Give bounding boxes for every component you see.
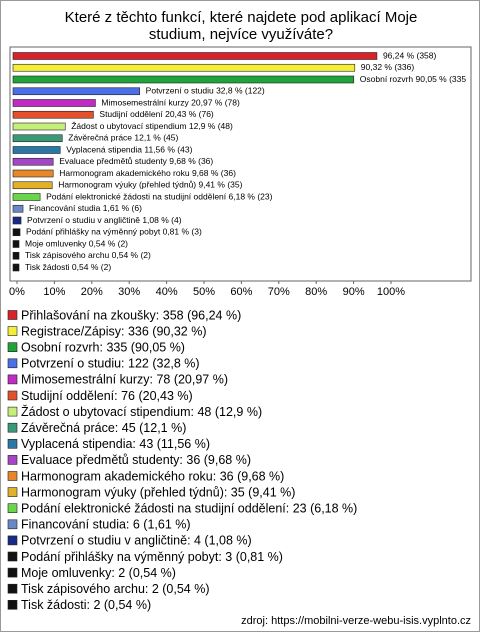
bar bbox=[12, 99, 96, 107]
bar bbox=[12, 181, 53, 190]
legend-label: Tisk zápisového archu: 2 (0,54 %) bbox=[21, 582, 210, 596]
chart-title: Které z těchto funkcí, které najdete pod… bbox=[64, 9, 418, 43]
value-label: Žádost o ubytovací stipendium 12,9 % (48… bbox=[71, 121, 233, 131]
value-label: Evaluace předmětů studenty 9,68 % (36) bbox=[59, 156, 213, 166]
x-tick-label: 20% bbox=[81, 286, 103, 298]
legend-swatch bbox=[7, 551, 18, 562]
value-label: Harmonogram akademického roku 9,68 % (36… bbox=[59, 168, 236, 178]
legend-label: Podání přihlášky na výměnný pobyt: 3 (0,… bbox=[21, 550, 283, 564]
bar bbox=[12, 146, 61, 154]
value-label: Tisk zápisového archu 0,54 % (2) bbox=[25, 250, 151, 260]
legend-swatch bbox=[7, 535, 18, 546]
bar bbox=[12, 263, 20, 272]
value-label: Harmonogram výuky (přehled týdnů) 9,41 %… bbox=[58, 180, 242, 190]
legend-label: Tisk žádosti: 2 (0,54 %) bbox=[21, 598, 151, 612]
value-label: Moje omluvenky 0,54 % (2) bbox=[25, 238, 128, 248]
x-tick-label: 10% bbox=[43, 286, 65, 298]
bar bbox=[12, 240, 20, 248]
legend-label: Žádost o ubytovací stipendium: 48 (12,9 … bbox=[21, 404, 262, 419]
bar bbox=[12, 87, 140, 96]
value-label: Potvrzení o studiu v angličtině 1,08 % (… bbox=[27, 215, 182, 225]
legend-label: Financování studia: 6 (1,61 %) bbox=[21, 518, 191, 532]
x-tick-label: 100% bbox=[377, 286, 405, 298]
bar bbox=[12, 204, 24, 213]
value-label: Financování studia 1,61 % (6) bbox=[29, 203, 142, 213]
legend-swatch bbox=[7, 599, 18, 610]
legend-swatch bbox=[7, 358, 18, 369]
value-label: 90,32 % (336) bbox=[361, 62, 415, 72]
legend-label: Vyplacená stipendia: 43 (11,56 %) bbox=[21, 437, 210, 451]
x-tick-label: 50% bbox=[193, 286, 215, 298]
legend-label: Přihlašování na zkoušky: 358 (96,24 %) bbox=[21, 308, 241, 322]
legend-swatch bbox=[7, 519, 18, 530]
legend-label: Osobní rozvrh: 335 (90,05 %) bbox=[21, 340, 185, 354]
x-tick-label: 70% bbox=[268, 286, 290, 298]
legend-label: Studijní oddělení: 76 (20,43 %) bbox=[21, 389, 193, 403]
plot: 96,24 % (358) 90,32 % (336) Osobní rozvrh … bbox=[12, 50, 467, 272]
bar bbox=[12, 63, 356, 72]
legend-label: Potvrzení o studiu v angličtině: 4 (1,08… bbox=[21, 534, 252, 548]
legend-label: Evaluace předmětů studenty: 36 (9,68 %) bbox=[21, 453, 251, 467]
legend-swatch bbox=[7, 487, 18, 497]
bar bbox=[12, 251, 20, 260]
legend-swatch bbox=[7, 326, 18, 336]
bar bbox=[12, 157, 54, 166]
legend-swatch bbox=[7, 310, 18, 320]
legend-swatch bbox=[7, 471, 18, 481]
legend-swatch bbox=[7, 374, 18, 385]
legend-label: Mimosemestrální kurzy: 78 (20,97 %) bbox=[21, 373, 228, 387]
bar bbox=[12, 193, 41, 201]
legend-swatch bbox=[7, 342, 18, 353]
source: zdroj: https://mobilni-verze-webu-isis.v… bbox=[241, 615, 471, 627]
x-tick-label: 90% bbox=[343, 286, 365, 298]
plot-area bbox=[9, 46, 472, 282]
legend-swatch bbox=[7, 503, 18, 514]
bar bbox=[12, 216, 22, 225]
x-tick-label: 60% bbox=[230, 286, 252, 298]
legend-swatch bbox=[7, 406, 18, 417]
legend-swatch bbox=[7, 583, 18, 594]
value-label: Tisk žádosti 0,54 % (2) bbox=[25, 262, 111, 272]
legend-label: Registrace/Zápisy: 336 (90,32 %) bbox=[21, 324, 207, 338]
bar bbox=[12, 110, 94, 119]
value-label: Vyplacená stipendia 11,56 % (43) bbox=[66, 144, 192, 154]
legend-swatch bbox=[7, 390, 18, 401]
value-label: Studijní oddělení 20,43 % (76) bbox=[99, 109, 214, 119]
value-label: Podání přihlášky na výměnný pobyt 0,81 %… bbox=[26, 227, 202, 237]
bar bbox=[12, 228, 21, 237]
legend-label: Závěrečná práce: 45 (12,1 %) bbox=[21, 421, 186, 435]
x-tick-label: 80% bbox=[305, 286, 327, 298]
legend-label: Moje omluvenky: 2 (0,54 %) bbox=[21, 566, 176, 580]
legend-label: Harmonogram výuky (přehled týdnů): 35 (9… bbox=[21, 485, 295, 499]
x-tick-label: 0% bbox=[9, 286, 25, 298]
value-label: Potvrzení o studiu 32,8 % (122) bbox=[146, 86, 265, 96]
bar bbox=[12, 75, 355, 84]
value-label: Osobní rozvrh 90,05 % (335 bbox=[360, 74, 467, 84]
legend-swatch bbox=[7, 422, 18, 433]
value-label: 96,24 % (358) bbox=[383, 50, 437, 60]
x-tick-label: 40% bbox=[156, 286, 178, 298]
legend-swatch bbox=[7, 455, 18, 465]
legend-swatch bbox=[7, 438, 18, 449]
legend-label: Harmonogram akademického roku: 36 (9,68 … bbox=[21, 469, 284, 483]
legend-label: Potvrzení o studiu: 122 (32,8 %) bbox=[21, 357, 200, 371]
bar bbox=[12, 122, 66, 131]
bar bbox=[12, 52, 378, 60]
value-label: Závěrečná práce 12,1 % (45) bbox=[68, 133, 178, 143]
value-label: Podání elektronické žádosti na studijní … bbox=[46, 191, 273, 201]
legend-swatch bbox=[7, 567, 18, 578]
value-label: Mimosemestrální kurzy 20,97 % (78) bbox=[101, 97, 240, 107]
bar bbox=[12, 169, 54, 178]
x-tick-label: 30% bbox=[118, 286, 140, 298]
legend-label: Podání elektronické žádosti na studijní … bbox=[21, 501, 357, 515]
bar bbox=[12, 134, 63, 143]
